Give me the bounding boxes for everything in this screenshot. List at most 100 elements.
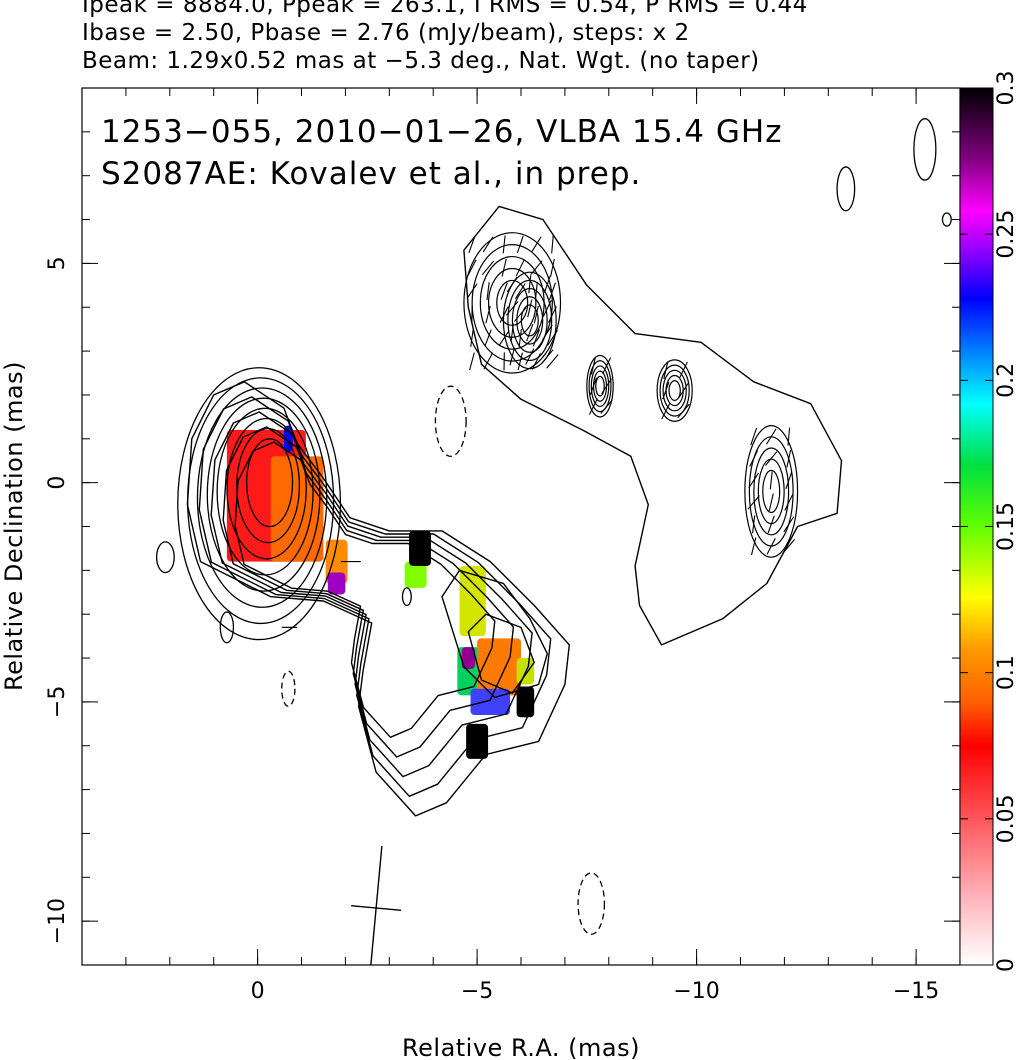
evpa-tick — [767, 515, 775, 533]
evpa-tick — [661, 402, 671, 420]
y-tick-label: −10 — [45, 898, 70, 944]
evpa-tick — [526, 323, 534, 342]
jet-component-contour — [590, 365, 610, 408]
evpa-tick — [486, 282, 490, 301]
polarization-patch — [404, 561, 427, 588]
evpa-tick — [533, 305, 539, 324]
evpa-tick — [784, 494, 794, 511]
small-contour — [941, 212, 952, 227]
x-tick-label: −15 — [893, 979, 939, 1004]
evpa-tick — [531, 353, 541, 370]
evpa-tick — [547, 330, 558, 346]
evpa-tick — [466, 283, 478, 299]
evpa-tick — [541, 324, 553, 341]
evpa-tick — [590, 356, 596, 375]
evpa-tick — [484, 329, 492, 347]
colorbar-tick-label: 0.2 — [994, 363, 1019, 398]
core-contour-4 — [216, 407, 314, 576]
evpa-tick — [602, 357, 612, 375]
evpa-tick — [589, 377, 598, 395]
colorbar-tick-label: 0.1 — [994, 655, 1019, 690]
evpa-tick — [498, 330, 510, 346]
evpa-tick — [543, 275, 551, 293]
evpa-tick — [768, 493, 774, 512]
small-contour — [836, 166, 856, 212]
outer-contour-4 — [222, 426, 515, 758]
evpa-tick — [750, 427, 758, 446]
colorbar-tick-label: 0.25 — [994, 210, 1019, 259]
evpa-tick — [548, 306, 557, 323]
evpa-tick — [601, 378, 612, 395]
jet-component-contour — [753, 447, 790, 536]
negative-contour — [281, 670, 296, 707]
evpa-tick — [663, 361, 669, 379]
y-tick-label: 5 — [45, 256, 70, 270]
polarization-patch — [409, 530, 432, 566]
polarization-patch — [461, 647, 475, 670]
evpa-tick — [468, 235, 476, 254]
jet-component-contour — [588, 360, 612, 413]
evpa-tick — [499, 306, 509, 323]
evpa-tick — [787, 427, 791, 446]
header-line-3: Beam: 1.29x0.52 mas at −5.3 deg., Nat. W… — [82, 48, 760, 74]
negative-contour — [434, 385, 467, 457]
jet-component-contour — [595, 375, 605, 397]
evpa-tick — [514, 307, 527, 322]
core-contour-3 — [226, 417, 307, 560]
evpa-tick — [509, 347, 515, 366]
negative-contour — [577, 872, 606, 935]
colorbar-tick-label: 0.05 — [994, 794, 1019, 843]
evpa-tick — [485, 305, 491, 324]
evpa-tick — [530, 260, 543, 276]
evpa-tick — [500, 282, 508, 300]
polarization-patch — [459, 565, 486, 637]
y-axis-title: Relative Declination (mas) — [0, 361, 28, 691]
evpa-tick — [542, 300, 552, 317]
polarization-patch — [327, 572, 346, 595]
evpa-tick — [786, 449, 792, 468]
evpa-tick — [551, 235, 554, 254]
jet-component-contour — [662, 369, 687, 412]
evpa-tick — [747, 495, 760, 510]
source-annotation: 1253−055, 2010−01−26, VLBA 15.4 GHz — [101, 114, 782, 150]
jet-component-contour — [668, 380, 681, 401]
evpa-tick — [662, 381, 670, 400]
evpa-tick — [481, 260, 495, 276]
evpa-vectors — [281, 235, 795, 965]
evpa-tick — [750, 537, 757, 556]
evpa-tick — [534, 282, 538, 301]
evpa-tick — [678, 361, 688, 379]
evpa-tick — [752, 515, 756, 534]
evpa-tick — [765, 428, 777, 445]
inner-jet-contour — [441, 569, 549, 699]
evpa-tick — [588, 398, 599, 415]
northwest-contour — [463, 205, 843, 646]
evpa-tick — [510, 323, 514, 342]
evpa-tick — [748, 472, 760, 489]
jet-component-contour — [516, 296, 544, 345]
core-contour-8 — [177, 367, 342, 641]
evpa-tick — [769, 471, 773, 490]
evpa-tick — [541, 349, 554, 364]
evpa-tick — [483, 353, 493, 370]
polarization-patch — [516, 686, 535, 718]
jet-component-contour — [744, 425, 799, 558]
evpa-tick — [515, 259, 525, 277]
evpa-tick — [482, 236, 494, 253]
evpa-tick — [550, 258, 555, 277]
jet-component-contour — [757, 458, 785, 525]
core-contour-6 — [196, 387, 328, 608]
x-axis-ticks: 0 −5 −10 −15 — [125, 88, 939, 1004]
jet-component-contour — [520, 304, 539, 337]
outer-contour-5 — [234, 441, 496, 738]
evpa-tick — [678, 382, 689, 399]
evpa-tick — [514, 283, 526, 300]
colorbar-tick-label: 0.3 — [994, 71, 1019, 106]
core-contour-5 — [206, 397, 321, 592]
evpa-tick — [469, 352, 475, 371]
evpa-tick — [532, 329, 540, 347]
polarization-patch — [325, 539, 348, 584]
small-contour — [913, 118, 937, 181]
evpa-tick — [677, 403, 690, 419]
